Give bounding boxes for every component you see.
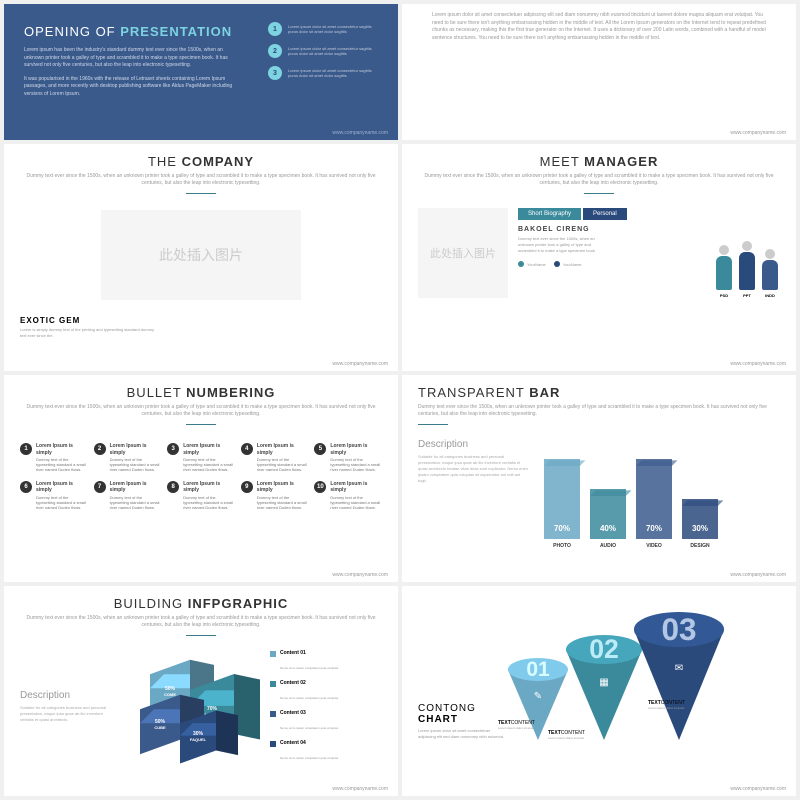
- cone-item: 03 ✉: [634, 612, 724, 739]
- text-body: Lorem ipsum dolor sit amet consectetuer …: [432, 12, 766, 42]
- legend-item: Content 03Nemo enim ipsam voluptatem qui…: [270, 710, 360, 734]
- body-1: Lorem ipsum has been the industry's stan…: [24, 47, 234, 70]
- slide-bar: TRANSPARENT BAR Dummy text ever since th…: [402, 375, 796, 581]
- numbered-list: 1Lorem ipsum dolor sit amet consectetur …: [268, 22, 378, 80]
- cone-label: TEXTCONTENTLorem ipsum dolor sit amet: [648, 700, 685, 710]
- bullet-item: 6Lorem Ipsum is simplyDummy text of the …: [20, 481, 88, 511]
- subtitle: Dummy text ever since the 1500s, when an…: [418, 173, 780, 187]
- desc-title: Description: [20, 690, 110, 701]
- cone-chart: 01 ✎ TEXTCONTENTLorem ipsum dolor sit am…: [508, 600, 780, 740]
- people-chart: PSD PPT INDD: [714, 208, 780, 298]
- bullet-item: 3Lorem Ipsum is simplyDummy text of the …: [167, 443, 235, 473]
- legend-item: Content 01Nemo enim ipsam voluptatem qui…: [270, 650, 360, 674]
- title: TRANSPARENT BAR: [418, 385, 780, 400]
- slide-text: Lorem ipsum dolor sit amet consectetuer …: [402, 4, 796, 140]
- footer: www.companyname.com: [332, 130, 388, 136]
- slide-building: BUILDING INFPGRAPHIC Dummy text ever sin…: [4, 586, 398, 796]
- bar-item: 30% DESIGN: [680, 499, 720, 549]
- slide-opening: OPENING OF PRESENTATION Lorem ipsum has …: [4, 4, 398, 140]
- slide-bullets: BULLET NUMBERING Dummy text ever since t…: [4, 375, 398, 581]
- slide-contong: CONTONG CHART Lorem ipsum dolor sit amet…: [402, 586, 796, 796]
- title: THE COMPANY: [20, 154, 382, 169]
- divider: [186, 193, 216, 194]
- tab-personal[interactable]: Personal: [583, 208, 627, 220]
- body-2: It was popularised in the 1960s with the…: [24, 76, 234, 99]
- cone-label: TEXTCONTENTLorem ipsum dolor sit amet: [548, 730, 585, 740]
- bullet-item: 10Lorem Ipsum is simplyDummy text of the…: [314, 481, 382, 511]
- image-placeholder: 此处插入图片: [418, 208, 508, 298]
- num-3: 3: [268, 66, 282, 80]
- title: BUILDING INFPGRAPHIC: [20, 596, 382, 611]
- bar-item: 70% VIDEO: [634, 459, 674, 549]
- slide-manager: MEET MANAGER Dummy text ever since the 1…: [402, 144, 796, 371]
- bullet-item: 8Lorem Ipsum is simplyDummy text of the …: [167, 481, 235, 511]
- bullet-item: 1Lorem Ipsum is simplyDummy text of the …: [20, 443, 88, 473]
- divider: [418, 424, 448, 425]
- bullet-item: 5Lorem Ipsum is simplyDummy text of the …: [314, 443, 382, 473]
- slide-company: THE COMPANY Dummy text ever since the 15…: [4, 144, 398, 371]
- num-1: 1: [268, 22, 282, 36]
- bullet-grid: 1Lorem Ipsum is simplyDummy text of the …: [20, 443, 382, 510]
- bullet-item: 4Lorem Ipsum is simplyDummy text of the …: [241, 443, 309, 473]
- manager-name: BAKOEL CIRENG: [518, 226, 704, 233]
- desc-body: Suitable for all categories business and…: [20, 705, 110, 723]
- bullet-item: 9Lorem Ipsum is simplyDummy text of the …: [241, 481, 309, 511]
- subtitle: Dummy text ever since the 1500s, when an…: [20, 404, 382, 418]
- legend: YourNameYourName: [518, 261, 704, 267]
- divider: [186, 635, 216, 636]
- tabs: Short BiographyPersonal: [518, 208, 704, 220]
- footer: www.companyname.com: [730, 572, 786, 578]
- iso-chart: 50%COME 70%MARINES 50%CUBE 30%FAQUEL: [120, 652, 260, 762]
- desc-title: Description: [418, 439, 528, 450]
- divider: [584, 193, 614, 194]
- cone-item: 02 ▦: [566, 635, 642, 739]
- tab-bio[interactable]: Short Biography: [518, 208, 581, 220]
- divider: [186, 424, 216, 425]
- caption-desc: Lorem is simply dummy text of the printi…: [20, 327, 160, 338]
- legend-item: Content 04Nemo enim ipsam voluptatem qui…: [270, 740, 360, 764]
- footer: www.companyname.com: [332, 361, 388, 367]
- num-2: 2: [268, 44, 282, 58]
- caption-title: EXOTIC GEM: [20, 316, 382, 325]
- desc-body: Suitable for all categories business and…: [418, 454, 528, 484]
- subtitle: Dummy text ever since the 1500s, when an…: [418, 404, 780, 418]
- bar-item: 70% PHOTO: [542, 459, 582, 549]
- title: BULLET NUMBERING: [20, 385, 382, 400]
- bar-item: 40% AUDIO: [588, 489, 628, 549]
- legend: Content 01Nemo enim ipsam voluptatem qui…: [270, 650, 360, 764]
- bar-chart: 70% PHOTO 40% AUDIO 70% VIDEO 30% DESIGN: [542, 439, 720, 549]
- bullet-item: 2Lorem Ipsum is simplyDummy text of the …: [94, 443, 162, 473]
- footer: www.companyname.com: [730, 786, 786, 792]
- subtitle: Dummy text ever since the 1500s, when an…: [20, 173, 382, 187]
- footer: www.companyname.com: [730, 361, 786, 367]
- title: MEET MANAGER: [418, 154, 780, 169]
- title: CONTONG CHART: [418, 703, 508, 725]
- subtitle: Dummy text ever since the 1500s, when an…: [20, 615, 382, 629]
- footer: www.companyname.com: [730, 130, 786, 136]
- bullet-item: 7Lorem Ipsum is simplyDummy text of the …: [94, 481, 162, 511]
- legend-item: Content 02Nemo enim ipsam voluptatem qui…: [270, 680, 360, 704]
- subtitle: Lorem ipsum dolor sit amet consectetuer …: [418, 728, 508, 739]
- bio-text: Dummy text ever since the 1500s, when an…: [518, 236, 608, 253]
- footer: www.companyname.com: [332, 786, 388, 792]
- image-placeholder: 此处插入图片: [101, 210, 301, 300]
- cone-label: TEXTCONTENTLorem ipsum dolor sit amet: [498, 720, 535, 730]
- footer: www.companyname.com: [332, 572, 388, 578]
